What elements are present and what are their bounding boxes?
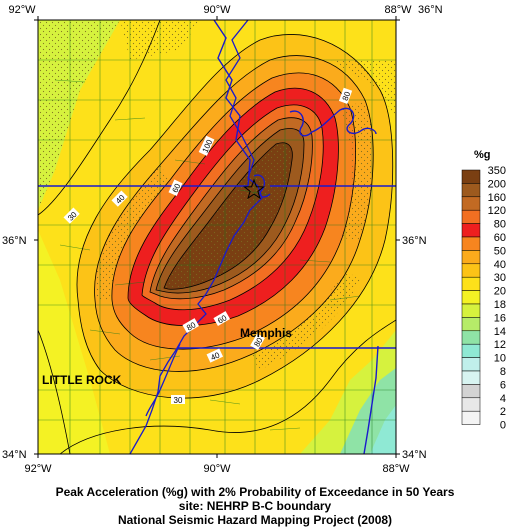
legend: %g 3502001601208060504030201816141210864… [461, 149, 506, 432]
legend-level-label: 12 [494, 339, 506, 351]
legend-swatch-15 [461, 370, 481, 385]
legend-swatch-12 [461, 330, 481, 345]
legend-level-label: 40 [494, 259, 506, 271]
contour-lines [38, 20, 396, 454]
zone-20-southwest [38, 230, 110, 454]
legend-level-label: 2 [500, 406, 506, 418]
legend-level-label: 16 [494, 312, 506, 324]
legend-unit: %g [474, 149, 491, 161]
legend-level-label: 8 [500, 366, 506, 378]
hazard-contours [38, 20, 396, 454]
contour-label: 80 [341, 90, 353, 102]
hazard-map: 92°W 90°W 88°W 36°N 36°N 36°N 34°N 34°N … [2, 4, 506, 475]
state-boundaries [38, 20, 396, 454]
legend-level-label: 80 [494, 219, 506, 231]
lon-label-bottom-92: 92°W [24, 463, 52, 475]
place-label-little-rock: LITTLE ROCK [42, 373, 122, 387]
caption-line-1: Peak Acceleration (%g) with 2% Probabili… [55, 485, 455, 499]
legend-swatch-11 [461, 317, 481, 332]
zone-12 [370, 405, 396, 454]
legend-level-label: 350 [488, 165, 506, 177]
legend-level-label: 30 [494, 272, 506, 284]
lon-label-top-92: 92°W [8, 4, 36, 16]
contour-label: 60 [170, 182, 182, 194]
legend-swatch-5 [461, 236, 481, 251]
tick-marks [34, 16, 400, 458]
axis-labels: 92°W 90°W 88°W 36°N 36°N 36°N 34°N 34°N … [2, 4, 443, 475]
lat-label-left-34: 34°N [2, 449, 27, 461]
legend-level-label: 6 [500, 379, 506, 391]
legend-swatch-1 [461, 183, 481, 198]
legend-swatch-17 [461, 397, 481, 412]
lon-label-top-88: 88°W [384, 4, 412, 16]
legend-level-label: 14 [494, 326, 506, 338]
legend-level-label: 120 [488, 205, 506, 217]
place-label-memphis: Memphis [240, 326, 292, 340]
legend-swatch-10 [461, 303, 481, 318]
lon-label-top-90: 90°W [203, 4, 231, 16]
caption-line-2: site: NEHRP B-C boundary [178, 499, 332, 513]
legend-swatch-13 [461, 343, 481, 358]
caption-line-3: National Seismic Hazard Mapping Project … [117, 513, 393, 527]
lat-label-top-right: 36°N [418, 4, 443, 16]
legend-level-label: 200 [488, 178, 506, 190]
contour-label: 40 [209, 350, 221, 362]
legend-swatch-7 [461, 263, 481, 278]
legend-swatch-8 [461, 276, 481, 291]
legend-swatch-16 [461, 384, 481, 399]
legend-level-label: 20 [494, 286, 506, 298]
legend-swatch-9 [461, 290, 481, 305]
legend-level-label: 10 [494, 353, 506, 365]
legend-swatch-3 [461, 209, 481, 224]
legend-level-label: 0 [500, 420, 506, 432]
lon-label-bottom-88: 88°W [382, 463, 410, 475]
legend-swatch-18 [461, 410, 481, 425]
county-boundaries [38, 20, 396, 454]
legend-level-label: 50 [494, 245, 506, 257]
legend-level-label: 18 [494, 299, 506, 311]
legend-swatch-0 [461, 169, 481, 184]
legend-swatch-4 [461, 223, 481, 238]
lat-label-right-34: 34°N [402, 449, 427, 461]
lon-label-bottom-90: 90°W [203, 463, 231, 475]
legend-level-label: 60 [494, 232, 506, 244]
legend-swatch-14 [461, 357, 481, 372]
contour-label: 30 [174, 396, 183, 405]
legend-swatch-2 [461, 196, 481, 211]
legend-swatch-6 [461, 250, 481, 265]
lat-label-right-36: 36°N [402, 235, 427, 247]
star-icon [243, 178, 265, 200]
legend-level-label: 4 [500, 393, 506, 405]
legend-level-label: 160 [488, 192, 506, 204]
mississippi-river [129, 20, 271, 454]
lat-label-left-36: 36°N [2, 235, 27, 247]
